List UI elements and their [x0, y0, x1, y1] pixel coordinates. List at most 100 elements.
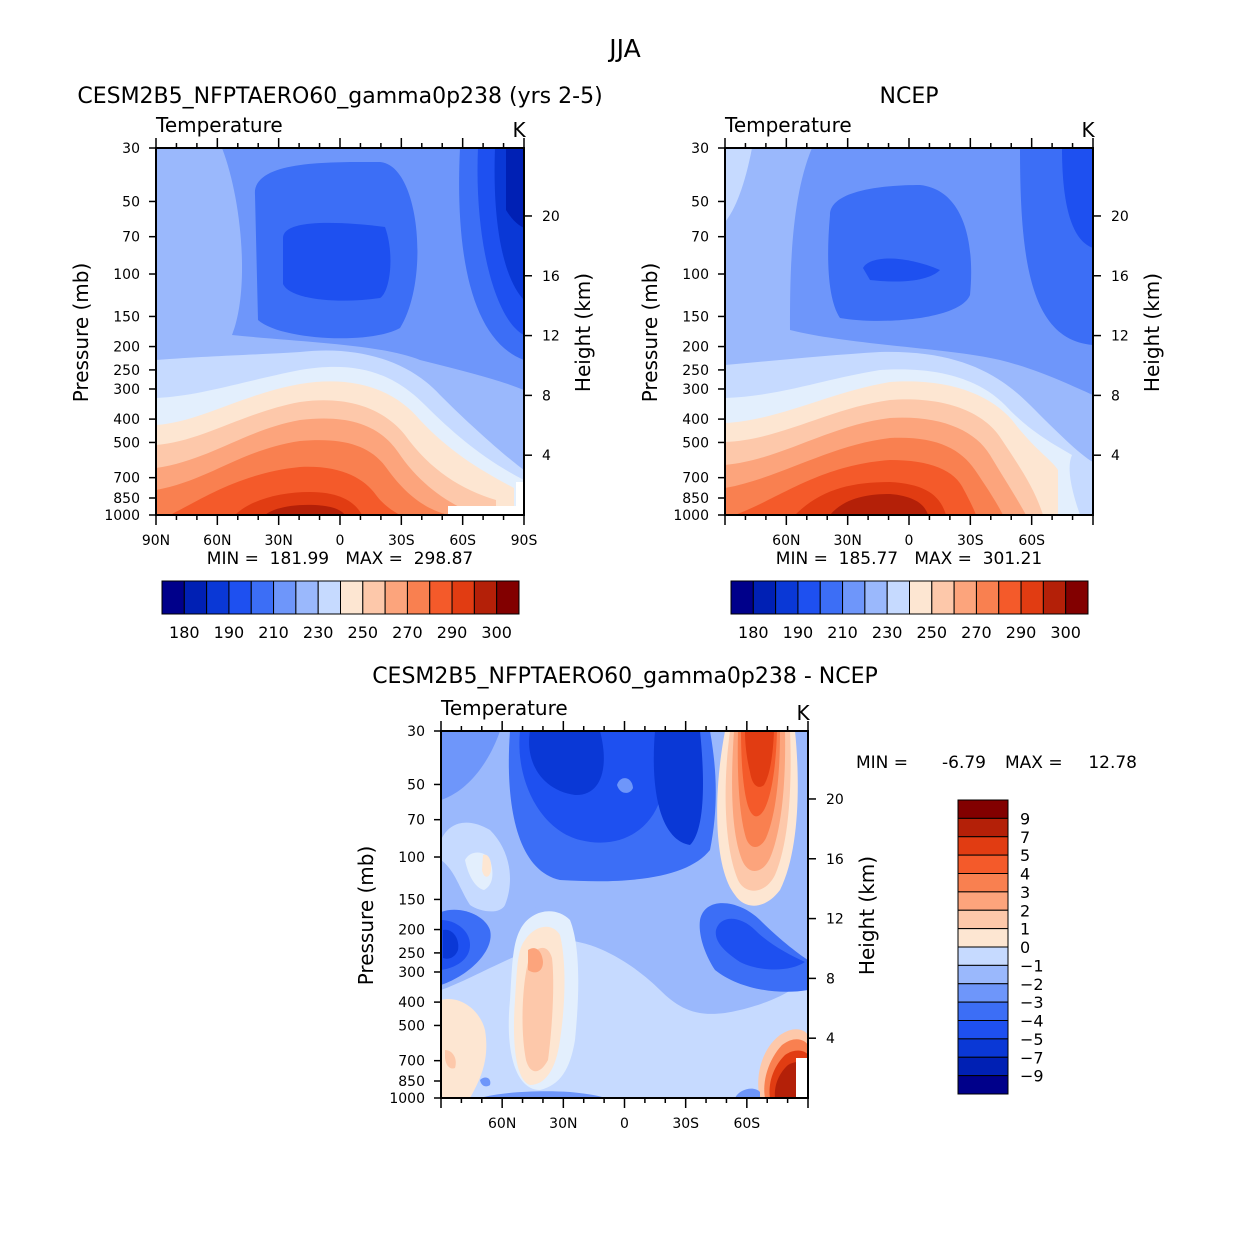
panel-diff-ytick-label: 850	[398, 1074, 425, 1090]
panel-ncep-ytick-label: 200	[682, 340, 709, 356]
panel-diff-units: K	[796, 701, 810, 725]
panel-ncep-colorbar-swatch	[797, 580, 821, 615]
panel-diff-ytick-label: 200	[398, 923, 425, 939]
panel-ncep-colorbar-swatch	[975, 580, 1000, 615]
panel-model-axes: 305070100150200250300400500700850100090N…	[69, 138, 595, 549]
panel-model-ylabel-right: Height (km)	[571, 273, 595, 392]
panel-model-ytick-label: 150	[113, 309, 140, 325]
panel-diff-axes: 305070100150200250300400500700850100060N…	[354, 721, 879, 1132]
panel-model-colorbar-swatch	[317, 580, 341, 615]
panel-ncep-colorbar-label: 270	[961, 623, 992, 642]
panel-ncep-ytick-label: 300	[682, 382, 709, 398]
panel-diff-ytick-label: 1000	[389, 1091, 425, 1107]
panel-ncep-rtick-label: 20	[1111, 209, 1129, 225]
panel-ncep-colorbar-swatch	[998, 580, 1022, 615]
panel-ncep-rtick-label: 4	[1111, 448, 1120, 464]
panel-model-xtick-label: 60N	[203, 533, 231, 549]
panel-model-rtick-label: 16	[542, 269, 560, 285]
panel-model-colorbar-swatch	[183, 580, 208, 615]
panel-model-colorbar: 180 190 210 230 250 270 290 300	[161, 580, 520, 642]
panel-diff-colorbar-label: −2	[1020, 975, 1044, 994]
panel-difference: CESM2B5_NFPTAERO60_gamma0p238 - NCEP Tem…	[354, 664, 1137, 1132]
panel-diff-colorbar-swatch	[957, 817, 1009, 838]
panel-diff-colorbar-label: −3	[1020, 993, 1044, 1012]
panel-ncep-colorbar-swatch	[1065, 580, 1089, 615]
panel-ncep-ytick-label: 100	[682, 267, 709, 283]
panel-diff-colorbar-swatch	[957, 873, 1009, 893]
panel-model-units: K	[512, 118, 526, 142]
panel-diff-colorbar-swatch	[957, 946, 1009, 966]
panel-diff-rtick-label: 16	[826, 852, 844, 868]
panel-model-xtick-label: 60S	[449, 533, 476, 549]
panel-diff-colorbar-swatch	[957, 1038, 1009, 1058]
panel-ncep-xtick-label: 30N	[834, 533, 862, 549]
panel-ncep-ytick-label: 150	[682, 309, 709, 325]
panel-model-rtick-label: 12	[542, 329, 560, 345]
panel-model-xtick-label: 90N	[142, 533, 170, 549]
panel-ncep-colorbar-label: 210	[827, 623, 858, 642]
panel-diff-xtick-label: 30S	[672, 1116, 699, 1132]
panel-diff-ylabel: Pressure (mb)	[354, 846, 378, 986]
panel-diff-colorbar-label: −1	[1020, 956, 1044, 975]
panel-ncep-colorbar-swatch	[1042, 580, 1067, 615]
panel-ncep-ytick-label: 500	[682, 435, 709, 451]
panel-ncep-colorbar-label: 250	[917, 623, 948, 642]
panel-model-ytick-label: 300	[113, 382, 140, 398]
panel-diff-colorbar-swatch	[957, 964, 1009, 985]
panel-diff-ytick-label: 30	[407, 724, 425, 740]
panel-model-colorbar-label: 210	[258, 623, 289, 642]
panel-model-colorbar-swatch	[273, 580, 297, 615]
panel-diff-colorbar-swatch	[957, 909, 1009, 930]
panel-ncep-colorbar-label: 190	[783, 623, 814, 642]
panel-model-ytick-label: 70	[122, 230, 140, 246]
panel-ncep-colorbar-label: 290	[1006, 623, 1037, 642]
panel-model-ytick-label: 50	[122, 194, 140, 210]
panel-ncep-xtick-label: 60S	[1018, 533, 1045, 549]
panel-diff-xtick-label: 60S	[733, 1116, 760, 1132]
panel-model-ytick-label: 700	[113, 471, 140, 487]
panel-diff-ytick-label: 100	[398, 850, 425, 866]
panel-diff-rtick-label: 4	[826, 1031, 835, 1047]
panel-model-colorbar-label: 300	[481, 623, 512, 642]
panel-ncep-colorbar-swatch	[730, 580, 754, 615]
panel-ncep-units: K	[1081, 118, 1095, 142]
panel-model-ytick-label: 100	[113, 267, 140, 283]
panel-diff-colorbar-label: 5	[1020, 846, 1030, 865]
panel-ncep-ytick-label: 850	[682, 491, 709, 507]
panel-ncep-colorbar-swatch	[886, 580, 910, 615]
panel-model-ytick-label: 400	[113, 412, 140, 428]
panel-ncep-xtick-label: 30S	[957, 533, 984, 549]
panel-ncep-colorbar-swatch	[819, 580, 844, 615]
panel-model-colorbar-swatch	[406, 580, 431, 615]
panel-ncep-colorbar-swatch	[752, 580, 777, 615]
panel-diff-rtick-label: 20	[826, 792, 844, 808]
panel-model-ytick-label: 1000	[104, 508, 140, 524]
panel-diff-colorbar-label: 7	[1020, 828, 1030, 847]
panel-diff-ytick-label: 70	[407, 813, 425, 829]
panel-model-colorbar-swatch	[228, 580, 252, 615]
panel-model-colorbar-swatch	[340, 580, 364, 615]
panel-diff-colorbar-swatch	[957, 799, 1009, 819]
panel-diff-colorbar-swatch	[957, 1001, 1009, 1021]
panel-model-rtick-label: 20	[542, 209, 560, 225]
panel-model-colorbar-label: 180	[169, 623, 200, 642]
panel-ncep-ytick-label: 30	[691, 141, 709, 157]
panel-model-rtick-label: 4	[542, 448, 551, 464]
panel-diff-ytick-label: 250	[398, 946, 425, 962]
panel-ncep-colorbar: 180 190 210 230 250 270 290 300	[730, 580, 1089, 642]
panel-model-xtick-label: 0	[336, 533, 345, 549]
panel-diff-xtick-label: 30N	[549, 1116, 577, 1132]
figure-title: JJA	[607, 34, 640, 63]
panel-ncep-ylabel-right: Height (km)	[1140, 273, 1164, 392]
panel-diff-colorbar-swatch	[957, 891, 1009, 911]
panel-diff-colorbar-label: 4	[1020, 865, 1030, 884]
panel-model-ytick-label: 850	[113, 491, 140, 507]
panel-diff-ylabel-right: Height (km)	[855, 856, 879, 975]
panel-diff-xtick-label: 60N	[488, 1116, 516, 1132]
panel-diff-colorbar-swatch	[957, 836, 1009, 856]
panel-model-subtitle: Temperature	[155, 113, 283, 137]
panel-ncep-rtick-label: 8	[1111, 388, 1120, 404]
panel-ncep-colorbar-swatch	[1020, 580, 1044, 615]
panel-ncep-axes: 305070100150200250300400500700850100060N…	[638, 138, 1164, 549]
